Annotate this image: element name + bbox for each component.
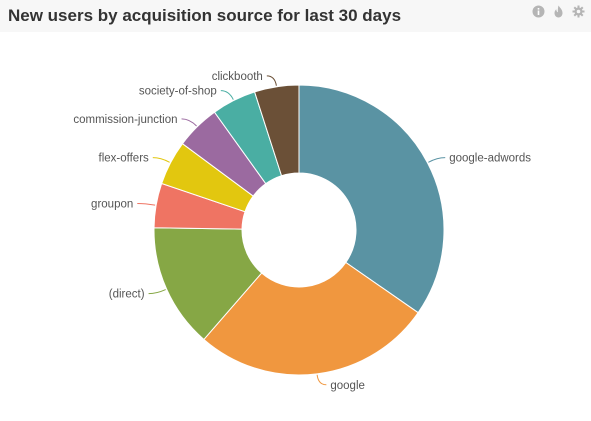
leader-line-society-of-shop xyxy=(220,90,234,100)
slice-label-google: google xyxy=(330,380,365,392)
leader-line-google-adwords xyxy=(428,157,446,163)
leader-line-clickbooth xyxy=(266,75,277,86)
leader-line-commission-junction xyxy=(181,118,197,127)
flame-icon[interactable] xyxy=(552,5,565,18)
donut-chart: google-adwords google (direct) groupon flex-… xyxy=(73,71,531,392)
leader-line-groupon xyxy=(137,202,156,206)
gear-icon[interactable] xyxy=(572,5,585,18)
slices xyxy=(153,84,445,376)
slice-google[interactable] xyxy=(203,261,419,376)
slice-label-clickbooth: clickbooth xyxy=(212,71,263,83)
slice-label-direct: (direct) xyxy=(109,289,145,301)
slice-clickbooth[interactable] xyxy=(253,84,300,177)
slice-label-commission-junction: commission-junction xyxy=(73,114,177,126)
slice-label-society-of-shop: society-of-shop xyxy=(139,86,217,98)
panel-header: New users by acquisition source for last… xyxy=(0,0,591,32)
leader-line-flex-offers xyxy=(152,157,170,163)
slice-labels: google-adwords google (direct) groupon flex-… xyxy=(73,71,531,392)
leader-line-direct xyxy=(148,289,166,295)
slice-google-adwords[interactable] xyxy=(298,84,445,314)
slice-label-flex-offers: flex-offers xyxy=(99,153,150,165)
slice-label-groupon: groupon xyxy=(91,198,133,210)
slice-label-google-adwords: google-adwords xyxy=(449,153,531,165)
slice-direct[interactable] xyxy=(153,227,263,341)
panel-title: New users by acquisition source for last… xyxy=(8,6,402,25)
panel-toolbar xyxy=(532,5,585,18)
leader-line-google xyxy=(316,374,327,386)
info-icon[interactable] xyxy=(532,5,545,18)
